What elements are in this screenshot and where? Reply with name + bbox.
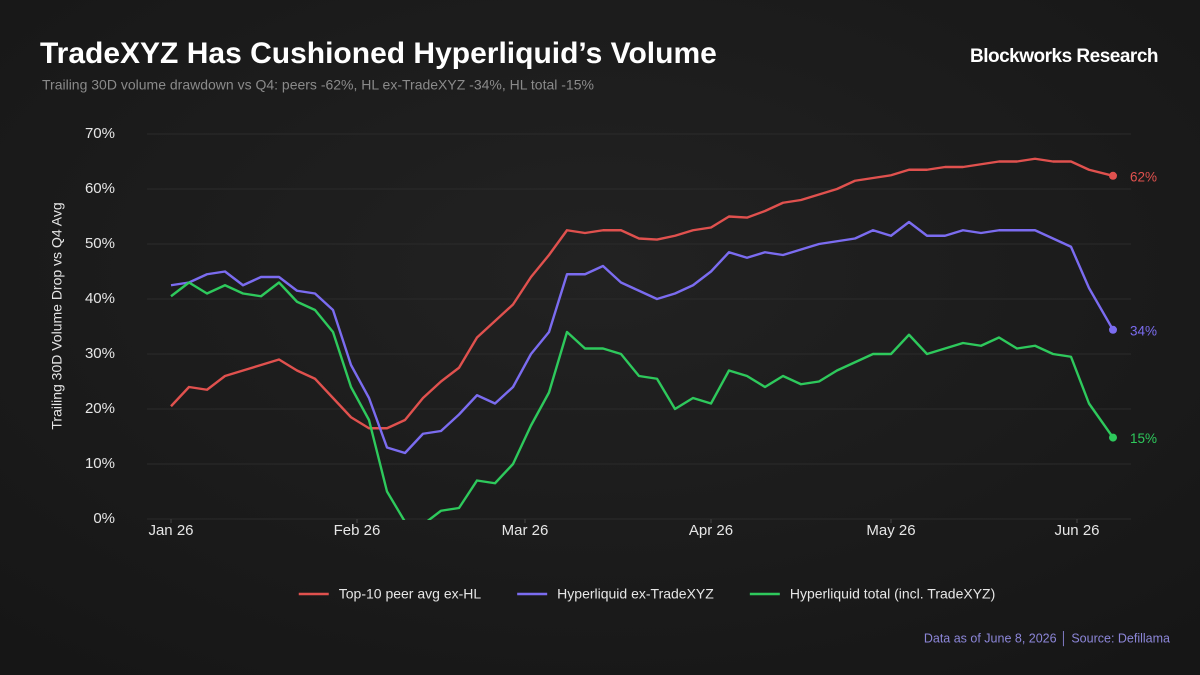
x-tick-label: Jan 26	[148, 522, 193, 539]
chart-subtitle: Trailing 30D volume drawdown vs Q4: peer…	[42, 77, 594, 93]
y-tick-label: 60%	[85, 180, 115, 197]
end-marker	[1109, 433, 1117, 442]
legend-label: Hyperliquid total (incl. TradeXYZ)	[790, 586, 995, 602]
y-tick-label: 0%	[93, 510, 115, 527]
series-line	[170, 281, 1114, 520]
series-line	[170, 220, 1115, 455]
y-tick-label: 20%	[85, 400, 115, 417]
series-line	[170, 157, 1114, 430]
y-tick-label: 70%	[85, 125, 115, 142]
legend-item: Hyperliquid ex-TradeXYZ	[517, 586, 714, 602]
legend-item: Top-10 peer avg ex-HL	[298, 586, 482, 602]
x-tick-label: Jun 26	[1054, 522, 1099, 539]
legend-label: Hyperliquid ex-TradeXYZ	[557, 586, 714, 602]
x-tick-label: Mar 26	[502, 522, 549, 539]
legend-item: Hyperliquid total (incl. TradeXYZ)	[749, 586, 995, 602]
y-tick-label: 40%	[85, 290, 115, 307]
brand: Blockworks Research	[970, 46, 1158, 67]
end-label: 15%	[1130, 431, 1157, 446]
end-marker	[1109, 171, 1117, 180]
footer: Data as of June 8, 2026 │ Source: Defill…	[924, 630, 1170, 646]
y-tick-label: 10%	[85, 455, 115, 472]
y-tick-label: 50%	[85, 235, 115, 252]
end-label: 62%	[1130, 169, 1157, 184]
x-tick-label: May 26	[866, 522, 915, 539]
legend-label: Top-10 peer avg ex-HL	[339, 586, 482, 602]
end-marker	[1109, 325, 1117, 334]
x-tick-label: Apr 26	[689, 522, 733, 539]
y-axis-label: Trailing 30D Volume Drop vs Q4 Avg	[49, 202, 65, 429]
chart-title: TradeXYZ Has Cushioned Hyperliquid’s Vol…	[40, 37, 717, 70]
plot-area	[170, 157, 1115, 520]
y-tick-label: 30%	[85, 345, 115, 362]
x-tick-label: Feb 26	[334, 522, 381, 539]
end-label: 34%	[1130, 323, 1157, 338]
